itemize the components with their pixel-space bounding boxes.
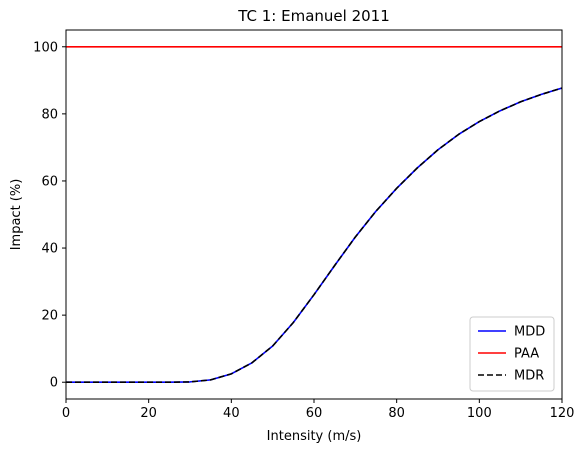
x-axis: 0 20 40 60 80 100 120 — [62, 399, 575, 421]
y-tick-label: 100 — [33, 40, 58, 55]
x-tick-label: 20 — [140, 406, 157, 421]
legend-label-paa: PAA — [514, 347, 539, 362]
legend-label-mdr: MDR — [514, 369, 544, 384]
x-tick-label: 0 — [62, 406, 70, 421]
x-tick-label: 100 — [467, 406, 492, 421]
chart-title: TC 1: Emanuel 2011 — [237, 7, 390, 25]
x-tick-label: 40 — [223, 406, 240, 421]
x-tick-label: 80 — [388, 406, 405, 421]
x-tick-label: 60 — [306, 406, 323, 421]
series-line-mdr — [66, 87, 562, 384]
x-axis-label: Intensity (m/s) — [267, 429, 362, 444]
legend: MDD PAA MDR — [469, 316, 555, 392]
series-layer — [66, 45, 562, 384]
y-tick-label: 0 — [50, 376, 58, 391]
y-axis: 0 20 40 60 80 100 — [33, 40, 66, 391]
y-tick-label: 60 — [41, 174, 58, 189]
y-tick-label: 40 — [41, 242, 58, 257]
legend-box — [469, 316, 555, 392]
x-tick-label: 120 — [550, 406, 575, 421]
y-axis-label: Impact (%) — [9, 179, 24, 251]
y-tick-label: 20 — [41, 309, 58, 324]
y-tick-label: 80 — [41, 107, 58, 122]
legend-label-mdd: MDD — [514, 325, 545, 340]
